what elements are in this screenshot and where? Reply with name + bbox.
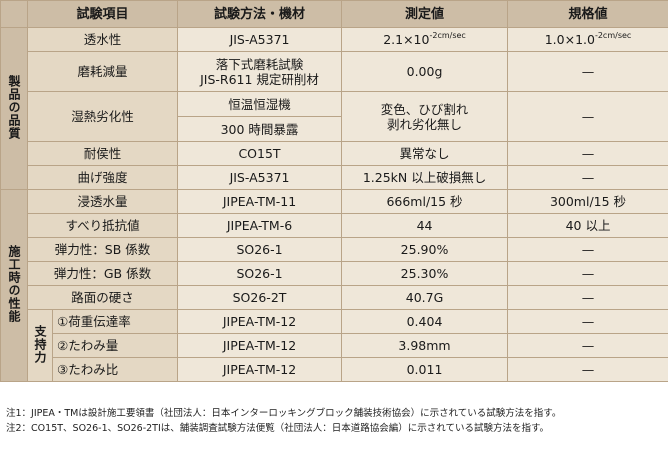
header-standard: 規格値	[507, 0, 668, 28]
row-measured: 25.30%	[341, 261, 509, 286]
row-item: ②たわみ量	[51, 333, 179, 358]
header-method: 試験方法・機材	[177, 0, 343, 28]
row-standard: —	[507, 141, 668, 166]
table-row: 弾力性：GB 係数 SO26-1 25.30% —	[1, 261, 668, 286]
row-method: CO15T	[177, 141, 343, 166]
row-standard: —	[507, 357, 668, 382]
row-item: 透水性	[26, 27, 179, 52]
row-item: 弾力性：SB 係数	[26, 237, 179, 262]
row-item: ①荷重伝達率	[51, 309, 179, 334]
row-item: 弾力性：GB 係数	[26, 261, 179, 286]
header-measured: 測定値	[341, 0, 509, 28]
row-standard: —	[507, 309, 668, 334]
row-method: JIPEA-TM-12	[177, 309, 343, 334]
row-measured: 0.404	[341, 309, 509, 334]
row-method: 300 時間暴露	[177, 116, 343, 142]
row-method: JIPEA-TM-11	[177, 189, 343, 214]
row-method: 恒温恒湿機	[177, 91, 343, 117]
row-standard: —	[507, 51, 668, 92]
table-row: ③たわみ比 JIPEA-TM-12 0.011 —	[1, 357, 668, 382]
row-measured: 25.90%	[341, 237, 509, 262]
table-row: 弾力性：SB 係数 SO26-1 25.90% —	[1, 237, 668, 262]
row-method: SO26-1	[177, 237, 343, 262]
row-standard: —	[507, 165, 668, 190]
row-standard: —	[507, 285, 668, 310]
row-measured: 1.25kN 以上破損無し	[341, 165, 509, 190]
row-method: SO26-1	[177, 261, 343, 286]
row-standard: —	[507, 261, 668, 286]
row-measured: 0.011	[341, 357, 509, 382]
row-item: ③たわみ比	[51, 357, 179, 382]
row-measured: 2.1×10-2cm/sec	[341, 27, 509, 52]
spec-table: 試験項目 試験方法・機材 測定値 規格値 製品の品質 透水性 JIS-A5371…	[0, 0, 668, 382]
footnotes: 注1：JIPEA・TMは設計施工要領書（社団法人：日本インターロッキングブロック…	[6, 406, 561, 436]
row-method: JIS-A5371	[177, 27, 343, 52]
row-item: 磨耗減量	[26, 51, 179, 92]
table-row: 磨耗減量 落下式磨耗試験 JIS-R611 規定研削材 0.00g —	[1, 51, 668, 92]
row-item: すべり抵抗値	[26, 213, 179, 238]
table-row: 耐侯性 CO15T 異常なし —	[1, 141, 668, 166]
table-row: ②たわみ量 JIPEA-TM-12 3.98mm —	[1, 333, 668, 358]
row-measured: 3.98mm	[341, 333, 509, 358]
row-method: JIS-A5371	[177, 165, 343, 190]
row-item: 耐侯性	[26, 141, 179, 166]
row-item: 浸透水量	[26, 189, 179, 214]
row-item: 曲げ強度	[26, 165, 179, 190]
footnote-2: 注2：CO15T、SO26-1、SO26-2TIは、舗装調査試験方法便覧（社団法…	[6, 423, 550, 434]
row-item: 路面の硬さ	[26, 285, 179, 310]
group-label-construction: 施工時の性能	[0, 189, 28, 382]
row-measured: 666ml/15 秒	[341, 189, 509, 214]
footnote-1: 注1：JIPEA・TMは設計施工要領書（社団法人：日本インターロッキングブロック…	[6, 408, 562, 419]
row-standard: 40 以上	[507, 213, 668, 238]
table-row: 300 時間暴露	[1, 116, 668, 142]
group-label-product: 製品の品質	[0, 27, 28, 190]
row-measured: 40.7G	[341, 285, 509, 310]
row-item: 湿熱劣化性	[26, 91, 179, 142]
row-measured: 異常なし	[341, 141, 509, 166]
spec-table-container: 試験項目 試験方法・機材 測定値 規格値 製品の品質 透水性 JIS-A5371…	[0, 0, 668, 382]
row-method: 落下式磨耗試験 JIS-R611 規定研削材	[177, 51, 343, 92]
table-row: 湿熱劣化性 恒温恒湿機 変色、ひび割れ 剥れ劣化無し —	[1, 91, 668, 142]
row-method: SO26-2T	[177, 285, 343, 310]
row-measured: 変色、ひび割れ 剥れ劣化無し	[341, 91, 509, 142]
row-method: JIPEA-TM-12	[177, 333, 343, 358]
row-standard: —	[507, 333, 668, 358]
row-standard: —	[507, 91, 668, 142]
header-row: 試験項目 試験方法・機材 測定値 規格値	[0, 0, 668, 28]
header-item: 試験項目	[26, 0, 179, 28]
table-row: 支持力 ①荷重伝達率 JIPEA-TM-12 0.404 —	[1, 309, 668, 382]
row-measured: 0.00g	[341, 51, 509, 92]
table-row: すべり抵抗値 JIPEA-TM-6 44 40 以上	[1, 213, 668, 238]
table-row: 曲げ強度 JIS-A5371 1.25kN 以上破損無し —	[1, 165, 668, 190]
header-blank	[0, 0, 28, 28]
table-row: 路面の硬さ SO26-2T 40.7G —	[1, 285, 668, 310]
row-standard: 1.0×1.0-2cm/sec	[507, 27, 668, 52]
table-row: 施工時の性能 浸透水量 JIPEA-TM-11 666ml/15 秒 300ml…	[0, 189, 668, 382]
row-measured: 44	[341, 213, 509, 238]
row-method: JIPEA-TM-12	[177, 357, 343, 382]
row-standard: —	[507, 237, 668, 262]
row-standard: 300ml/15 秒	[507, 189, 668, 214]
table-row: 製品の品質 透水性 JIS-A5371 2.1×10-2cm/sec 1.0×1…	[0, 27, 668, 190]
row-method: JIPEA-TM-6	[177, 213, 343, 238]
group-label-support: 支持力	[27, 309, 53, 382]
